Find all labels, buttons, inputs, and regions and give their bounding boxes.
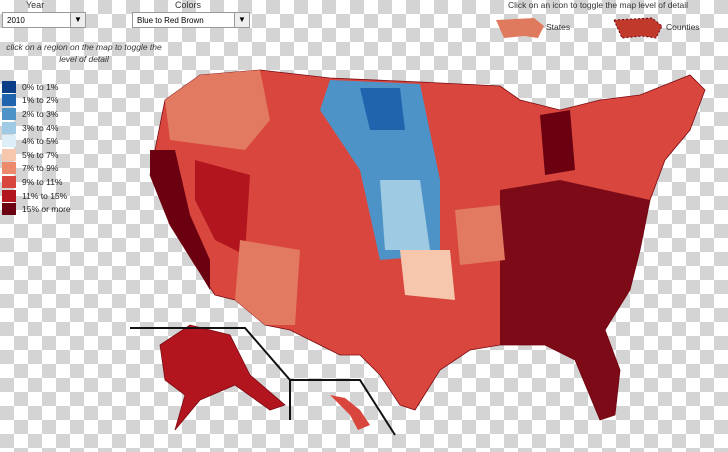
arizona-region[interactable] [235,240,300,325]
kansas-region[interactable] [380,180,430,250]
legend-item[interactable]: 3% to 4% [2,121,71,135]
alaska[interactable] [159,324,286,431]
hawaii[interactable] [330,395,370,430]
inset-divider [130,327,396,436]
legend-swatch [2,135,16,148]
legend-item[interactable]: 11% to 15% [2,189,71,203]
legend-item[interactable]: 7% to 9% [2,162,71,176]
toggle-title: Click on an icon to toggle the map level… [508,0,689,10]
legend: 0% to 1% 1% to 2% 2% to 3% 3% to 4% 4% to 5%… [2,80,71,216]
legend-item[interactable]: 1% to 2% [2,94,71,108]
legend-label: 3% to 4% [22,122,59,133]
missouri-region[interactable] [455,205,505,265]
legend-label: 4% to 5% [22,136,59,147]
legend-swatch [2,121,16,134]
legend-swatch [2,203,16,216]
california-region[interactable] [150,150,210,290]
legend-label: 0% to 1% [22,81,59,92]
legend-label: 7% to 9% [22,163,59,174]
southeast-region[interactable] [500,180,650,420]
counties-icon[interactable] [613,17,663,39]
legend-item[interactable]: 5% to 7% [2,148,71,162]
legend-label: 11% to 15% [22,190,68,201]
legend-swatch [2,80,16,93]
dakota-region[interactable] [360,88,405,130]
legend-swatch [2,162,16,175]
legend-label: 2% to 3% [22,108,59,119]
year-value: 2010 [7,16,25,25]
legend-item[interactable]: 15% or more [2,202,71,216]
legend-swatch [2,189,16,202]
counties-label[interactable]: Counties [666,22,700,32]
legend-label: 15% or more [22,204,71,215]
northwest-region[interactable] [165,70,270,150]
legend-swatch [2,148,16,161]
colors-label: Colors [175,0,202,10]
legend-swatch [2,107,16,120]
nevada-region[interactable] [195,160,250,255]
instruction: click on a region on the map to toggle t… [6,42,162,64]
oklahoma-region[interactable] [400,250,455,300]
legend-swatch [2,94,16,107]
legend-label: 1% to 2% [22,95,59,106]
year-label: Year [26,0,45,10]
michigan-region[interactable] [540,110,575,175]
legend-item[interactable]: 9% to 11% [2,175,71,189]
legend-label: 9% to 11% [22,176,63,187]
states-icon[interactable] [496,18,544,38]
legend-label: 5% to 7% [22,149,59,160]
toggle-icons: States Counties [496,17,700,39]
states-label[interactable]: States [546,22,570,32]
legend-swatch [2,175,16,188]
colors-dropdown[interactable]: Blue to Red Brown ▼ [132,12,250,28]
dropdown-arrow[interactable]: ▼ [70,13,85,27]
legend-item[interactable]: 0% to 1% [2,80,71,94]
year-dropdown[interactable]: 2010 ▼ [2,12,86,28]
dropdown-arrow[interactable]: ▼ [234,13,249,27]
legend-item[interactable]: 2% to 3% [2,107,71,121]
colors-value: Blue to Red Brown [137,16,204,25]
legend-item[interactable]: 4% to 5% [2,134,71,148]
